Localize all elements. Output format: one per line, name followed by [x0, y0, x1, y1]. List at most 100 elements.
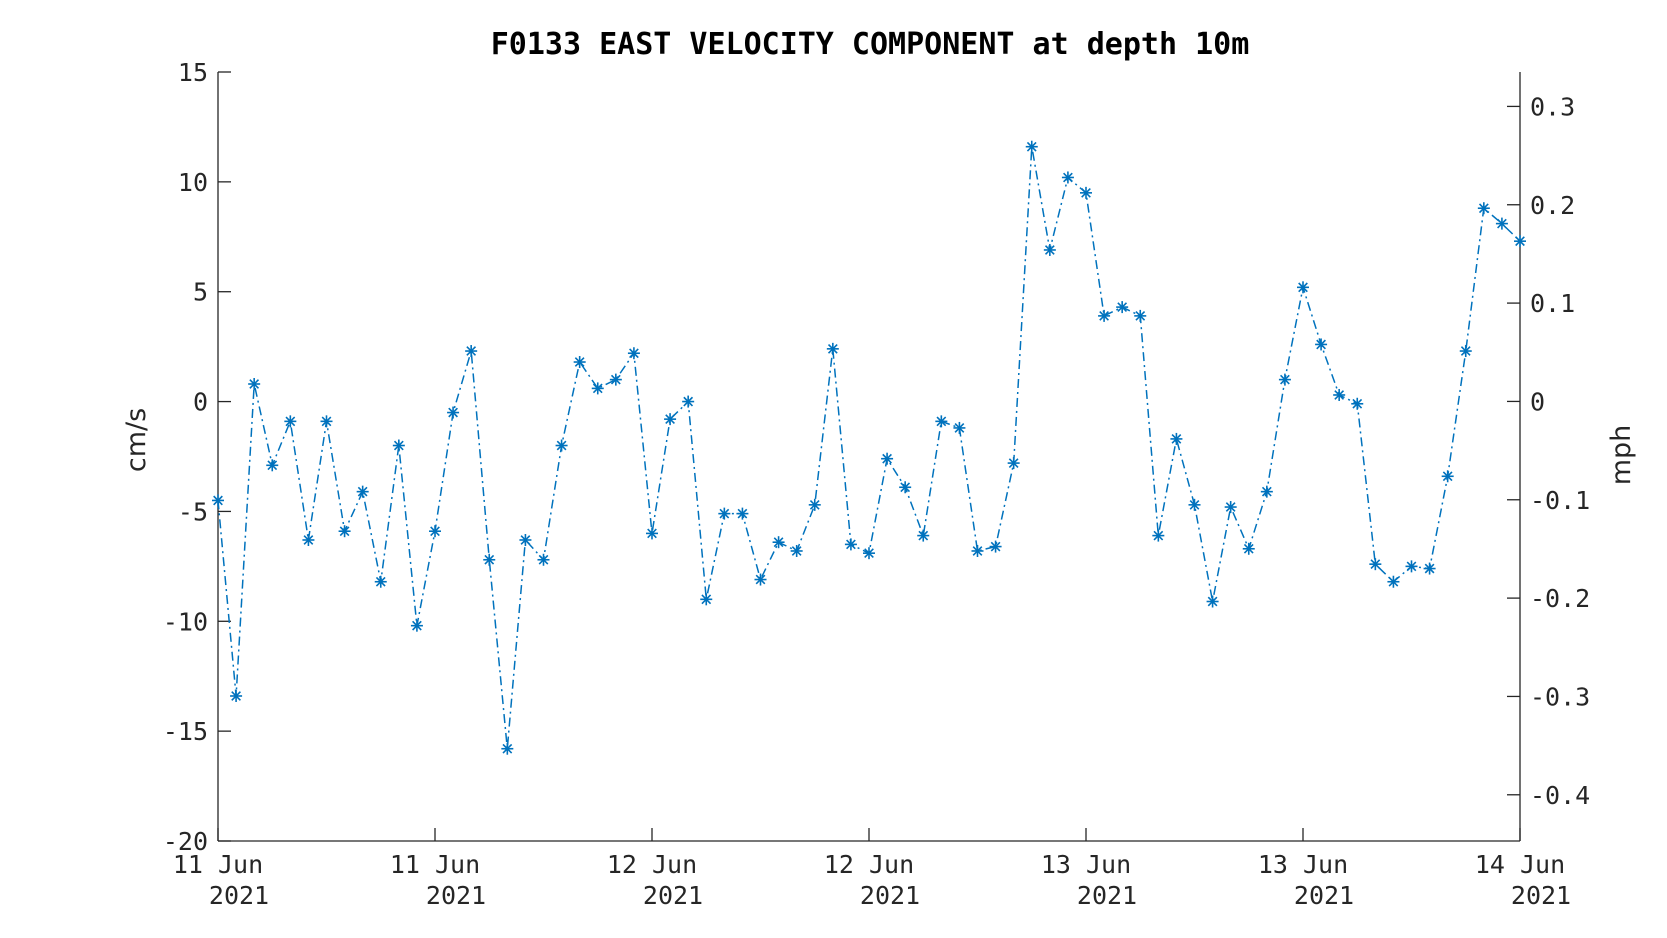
data-point	[1061, 171, 1074, 184]
marker-stroke	[1171, 434, 1182, 444]
marker-stroke	[809, 499, 820, 510]
data-point	[1369, 558, 1382, 571]
marker-stroke	[592, 383, 603, 394]
x-tick-label-line1: 12 Jun	[824, 850, 914, 879]
marker-stroke	[990, 541, 1001, 552]
data-point	[881, 452, 894, 465]
data-point	[953, 421, 966, 434]
marker-stroke	[737, 508, 748, 519]
y-tick-label-right: -0.3	[1530, 682, 1590, 711]
data-point	[555, 439, 568, 452]
data-point	[1514, 235, 1526, 248]
marker-stroke	[213, 495, 223, 506]
data-point	[736, 507, 749, 520]
data-point	[863, 547, 875, 560]
marker-stroke	[701, 594, 712, 605]
data-point	[248, 377, 261, 390]
data-point	[1260, 485, 1273, 498]
marker-stroke	[665, 414, 675, 425]
y-tick-label-right: 0.1	[1530, 289, 1575, 318]
data-point	[826, 342, 839, 355]
marker-stroke	[1044, 245, 1055, 255]
marker-stroke	[1117, 302, 1128, 312]
data-point	[917, 529, 930, 542]
data-point	[1351, 397, 1364, 410]
data-point	[429, 525, 441, 538]
y-tick-label-right: 0.2	[1530, 191, 1575, 220]
data-point	[1423, 562, 1436, 575]
data-point	[1134, 309, 1147, 322]
marker-stroke	[1026, 141, 1037, 152]
marker-stroke	[1515, 236, 1525, 247]
y-tick-label-left: -10	[163, 607, 208, 636]
marker-stroke	[466, 346, 477, 356]
marker-stroke	[827, 343, 838, 354]
data-point	[230, 689, 243, 702]
marker-stroke	[755, 574, 766, 585]
x-tick-label-line2: 2021	[643, 881, 703, 910]
marker-stroke	[339, 526, 350, 537]
marker-stroke	[610, 374, 621, 385]
data-point	[808, 498, 821, 511]
marker-stroke	[1135, 310, 1146, 321]
data-point	[519, 533, 532, 546]
x-tick-label-line1: 12 Jun	[607, 850, 697, 879]
data-point	[935, 415, 948, 428]
data-point	[266, 459, 279, 472]
data-point	[989, 540, 1002, 553]
data-point	[284, 415, 297, 428]
marker-stroke	[1081, 187, 1091, 198]
marker-stroke	[1352, 398, 1363, 409]
marker-stroke	[1388, 576, 1399, 587]
data-point	[410, 619, 423, 632]
marker-stroke	[1099, 310, 1109, 321]
marker-stroke	[1008, 458, 1019, 468]
marker-stroke	[791, 546, 802, 556]
marker-stroke	[321, 416, 332, 427]
data-point	[1315, 338, 1328, 351]
marker-stroke	[1478, 203, 1489, 214]
x-tick-label-line2: 2021	[1077, 881, 1137, 910]
data-point	[483, 553, 496, 566]
data-point	[1080, 186, 1092, 199]
data-point	[609, 373, 622, 386]
y-axis-label-left: cm/s	[121, 408, 152, 472]
marker-stroke	[1298, 282, 1308, 293]
marker-stroke	[357, 486, 368, 497]
series-line	[217, 146, 1521, 749]
data-point	[718, 507, 731, 520]
data-point	[1242, 542, 1255, 555]
data-point	[1495, 217, 1508, 230]
data-point	[1387, 575, 1400, 588]
data-point	[1007, 457, 1020, 470]
y-tick-label-right: 0	[1530, 387, 1545, 416]
x-tick-label-line1: 14 Jun	[1475, 850, 1565, 879]
data-point	[392, 439, 405, 452]
marker-stroke	[1406, 561, 1417, 572]
data-point	[1477, 202, 1490, 215]
marker-stroke	[647, 528, 657, 539]
marker-stroke	[412, 620, 422, 631]
data-point	[971, 544, 984, 557]
marker-stroke	[1442, 471, 1453, 482]
data-point	[790, 544, 803, 557]
marker-stroke	[267, 460, 278, 471]
marker-stroke	[629, 348, 639, 359]
x-tick-label-line2: 2021	[209, 881, 269, 910]
marker-stroke	[683, 396, 694, 407]
marker-stroke	[1370, 559, 1381, 570]
marker-stroke	[1334, 390, 1345, 400]
y-tick-label-left: 10	[178, 168, 208, 197]
marker-stroke	[430, 526, 440, 537]
marker-stroke	[773, 537, 784, 548]
x-tick-label-line1: 11 Jun	[390, 850, 480, 879]
y-tick-label-left: -20	[163, 827, 208, 856]
marker-stroke	[1497, 218, 1507, 229]
marker-stroke	[484, 554, 495, 565]
y-tick-label-left: 5	[193, 278, 208, 307]
data-point	[700, 593, 713, 606]
marker-stroke	[1153, 530, 1164, 541]
marker-stroke	[375, 576, 386, 587]
data-point	[1206, 595, 1219, 608]
y-tick-label-right: -0.4	[1530, 781, 1590, 810]
